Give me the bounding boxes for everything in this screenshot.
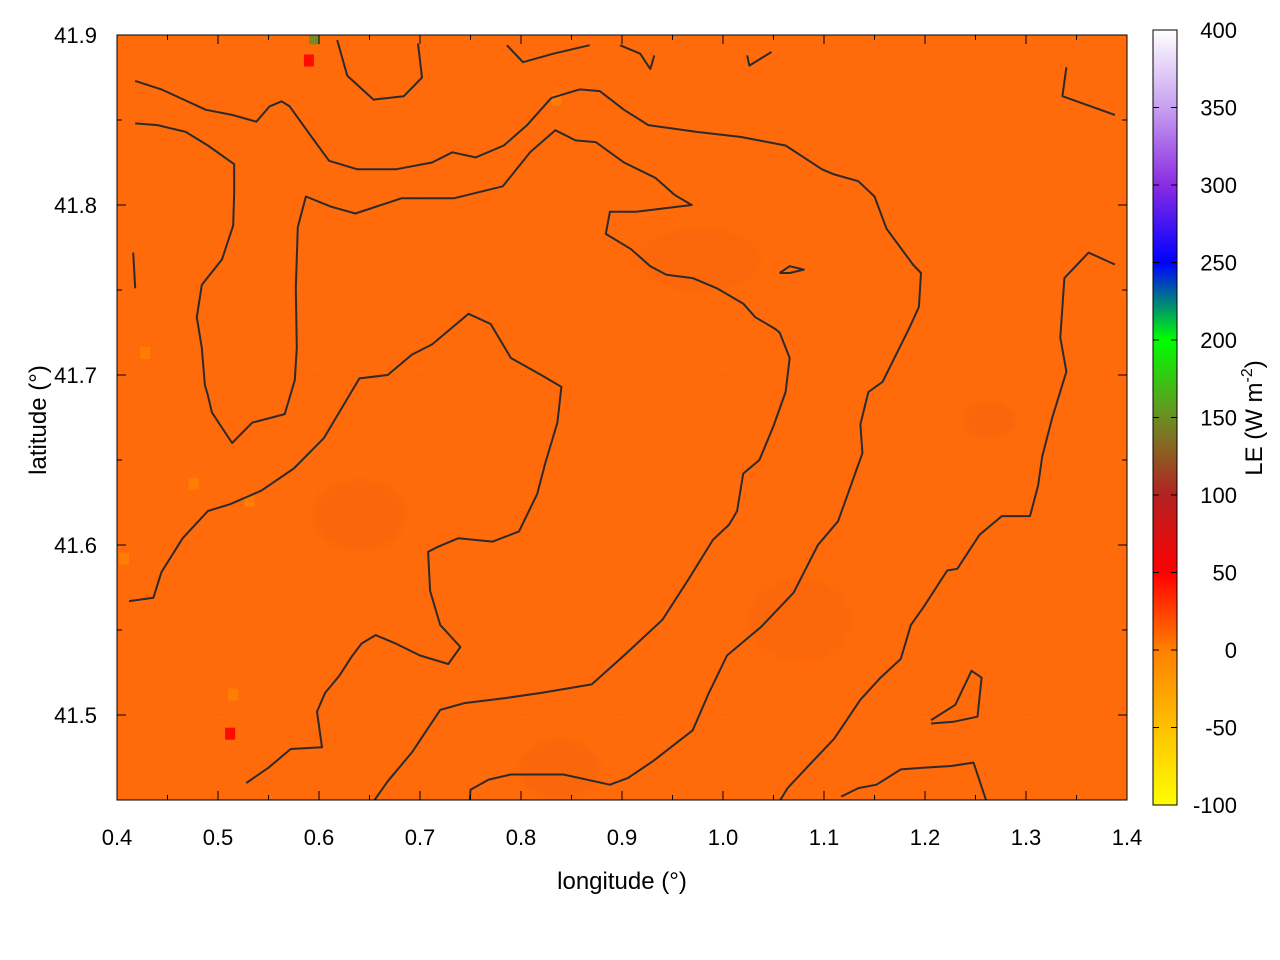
grid bbox=[117, 35, 1127, 800]
shading-patch bbox=[315, 480, 405, 550]
plot-area bbox=[117, 35, 1127, 800]
heatmap-hotspot bbox=[225, 727, 236, 740]
heatmap-hotspot bbox=[119, 552, 130, 565]
x-tick-label: 1.2 bbox=[910, 825, 941, 850]
shading-patch bbox=[965, 402, 1015, 438]
y-tick-label: 41.9 bbox=[54, 23, 97, 48]
x-tick-label: 0.9 bbox=[607, 825, 638, 850]
heatmap-hotspot bbox=[188, 477, 199, 490]
heatmap-hotspot bbox=[244, 494, 255, 507]
x-tick-label: 0.5 bbox=[203, 825, 234, 850]
colorbar-tick-label: 0 bbox=[1225, 638, 1237, 663]
contour-line bbox=[746, 51, 773, 67]
heatmap-hotspot bbox=[140, 346, 151, 359]
contour-line bbox=[779, 251, 1116, 800]
x-tick-label: 0.7 bbox=[405, 825, 436, 850]
contour-line bbox=[840, 761, 988, 800]
x-tick-label: 1.0 bbox=[708, 825, 739, 850]
colorbar-tick-label: 300 bbox=[1200, 173, 1237, 198]
shading-patch bbox=[520, 740, 600, 800]
x-tick-label: 0.4 bbox=[102, 825, 133, 850]
colorbar-tick-label: 250 bbox=[1200, 251, 1237, 276]
contour-line bbox=[336, 39, 423, 101]
contour-line bbox=[135, 122, 791, 800]
x-tick-label: 1.4 bbox=[1112, 825, 1143, 850]
axis-ticks: 0.4 0.5 0.6 0.7 0.8 0.9 1.0 1.1 1.2 1.3 1.4 41.5 41.… bbox=[54, 23, 1142, 850]
colorbar-tick-label: 350 bbox=[1200, 96, 1237, 121]
contour-line bbox=[619, 44, 656, 70]
colorbar-tick-label: -50 bbox=[1205, 716, 1237, 741]
colorbar-label-main: LE (W m bbox=[1241, 382, 1268, 475]
colorbar-ticks: 400 350 300 250 200 150 100 50 0 -50 -100 bbox=[1153, 18, 1237, 818]
heatmap-hotspot bbox=[303, 54, 314, 67]
heatmap-hotspot bbox=[551, 93, 562, 106]
colorbar-tick-label: 100 bbox=[1200, 483, 1237, 508]
colorbar-tick-label: 50 bbox=[1213, 561, 1237, 586]
x-tick-label: 1.1 bbox=[809, 825, 840, 850]
contour-line bbox=[132, 252, 137, 289]
shading-layer bbox=[315, 230, 1015, 800]
colorbar-label-close: ) bbox=[1241, 360, 1268, 368]
colorbar-label-superscript: -2 bbox=[1239, 368, 1256, 382]
contour-line bbox=[506, 44, 590, 64]
colorbar-tick-label: -100 bbox=[1193, 793, 1237, 818]
contour-line bbox=[930, 669, 983, 725]
shading-patch bbox=[750, 580, 850, 660]
y-tick-label: 41.6 bbox=[54, 533, 97, 558]
x-axis-label: longitude (°) bbox=[557, 868, 687, 895]
heatmap-hotspot bbox=[308, 35, 319, 45]
hotspot-layer bbox=[119, 35, 562, 740]
y-tick-label: 41.8 bbox=[54, 193, 97, 218]
contour-line bbox=[1061, 67, 1116, 116]
y-axis-label: latitude (°) bbox=[25, 365, 52, 475]
y-tick-label: 41.5 bbox=[54, 703, 97, 728]
colorbar-tick-label: 200 bbox=[1200, 328, 1237, 353]
contour-layer bbox=[128, 39, 1116, 800]
y-tick-label: 41.7 bbox=[54, 363, 97, 388]
contour-line bbox=[128, 312, 563, 784]
contour-line bbox=[134, 79, 922, 800]
heatmap-hotspot bbox=[228, 688, 239, 701]
colorbar-label: LE (W m-2) bbox=[1239, 360, 1268, 476]
colorbar-tick-label: 150 bbox=[1200, 406, 1237, 431]
x-tick-label: 0.6 bbox=[304, 825, 335, 850]
x-tick-label: 1.3 bbox=[1011, 825, 1042, 850]
contour-line bbox=[779, 265, 805, 274]
x-tick-label: 0.8 bbox=[506, 825, 537, 850]
colorbar-tick-label: 400 bbox=[1200, 18, 1237, 43]
